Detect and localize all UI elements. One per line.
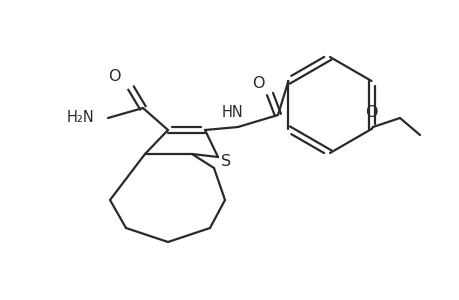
Text: O: O	[364, 105, 376, 120]
Text: O: O	[251, 76, 263, 91]
Text: O: O	[108, 69, 121, 84]
Text: H₂N: H₂N	[66, 110, 94, 125]
Text: S: S	[220, 154, 230, 169]
Text: HN: HN	[222, 105, 243, 120]
